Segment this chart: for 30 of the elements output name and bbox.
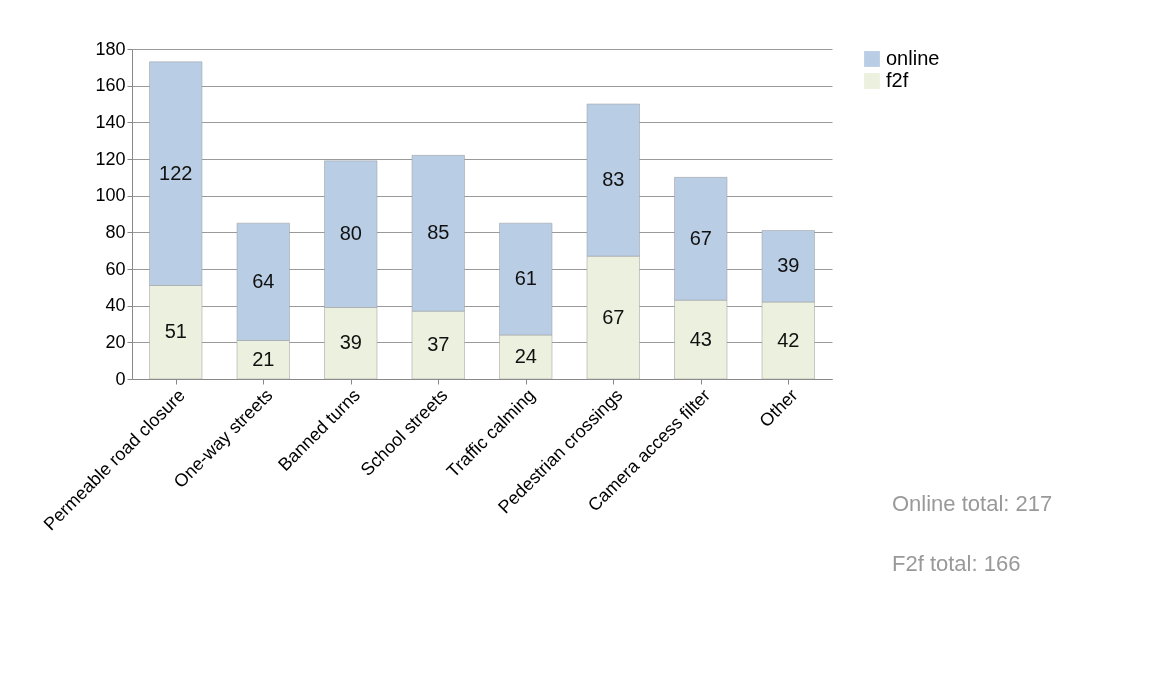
- y-tick-label: 140: [95, 111, 126, 132]
- y-tick-label: 80: [105, 221, 126, 242]
- y-tick-label: 60: [105, 258, 126, 279]
- data-label: 51: [164, 320, 187, 343]
- y-tick-label: 160: [95, 75, 126, 96]
- data-label: 83: [602, 168, 625, 191]
- data-label: 64: [252, 269, 275, 292]
- data-label: 24: [514, 345, 537, 367]
- y-tick-label: 20: [105, 331, 126, 352]
- y-tick-label: 100: [95, 185, 126, 206]
- data-label: 39: [777, 254, 800, 277]
- y-tick-label: 120: [95, 148, 126, 169]
- data-label: 39: [339, 331, 362, 354]
- text: F2f total: 166: [892, 551, 1021, 576]
- data-label: 42: [777, 328, 800, 351]
- y-tick-label: 0: [115, 368, 126, 389]
- data-label: 122: [159, 161, 193, 184]
- text: Online total: 217: [892, 491, 1053, 516]
- y-tick-label: 180: [95, 38, 126, 59]
- data-label: 21: [252, 347, 275, 370]
- data-label: 37: [427, 333, 450, 356]
- data-label: 67: [602, 305, 625, 328]
- legend-label: f2f: [886, 69, 909, 91]
- data-label: 85: [427, 221, 450, 244]
- legend-label: online: [886, 47, 940, 69]
- data-label: 80: [339, 222, 362, 245]
- data-label: 67: [689, 226, 712, 249]
- data-label: 43: [689, 327, 712, 350]
- y-tick-label: 40: [105, 295, 126, 316]
- data-label: 61: [514, 267, 537, 290]
